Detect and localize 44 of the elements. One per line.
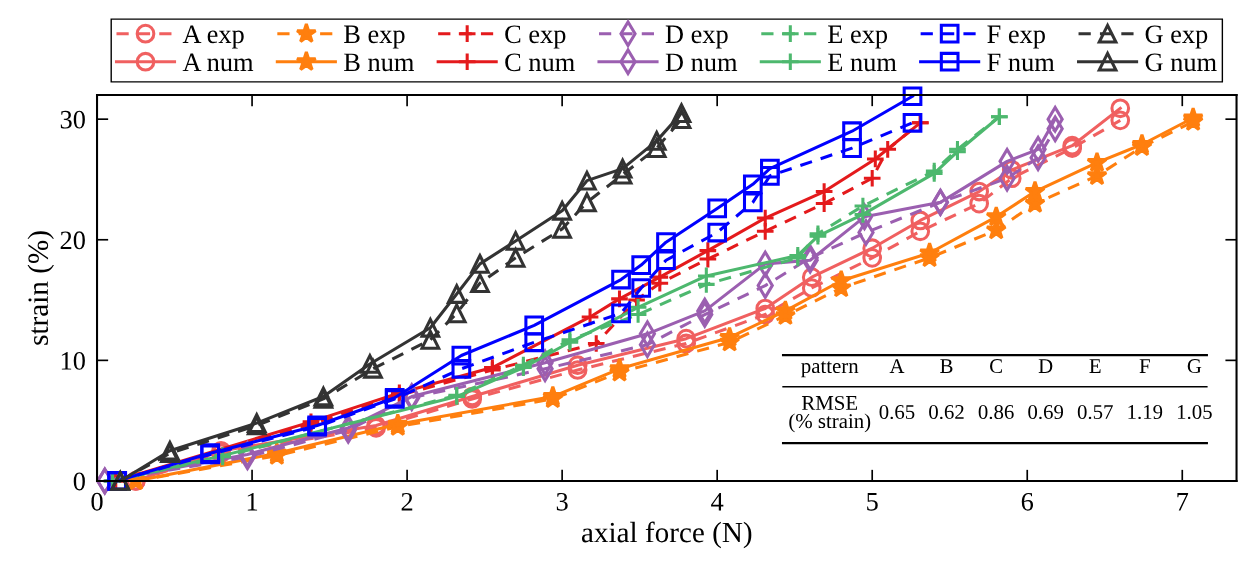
x-tick-label: 7 bbox=[1177, 493, 1189, 511]
annotation: RMSE (% strain) bbox=[789, 395, 871, 433]
legend-label: F num bbox=[987, 53, 1055, 72]
annotation: B bbox=[940, 359, 953, 373]
x-tick-label: 6 bbox=[1021, 492, 1034, 511]
annotation: pattern bbox=[801, 361, 859, 378]
x-tick-label: 2 bbox=[401, 492, 413, 511]
y-tick-label: 30 bbox=[60, 110, 85, 129]
y-tick-label: 0 bbox=[73, 472, 85, 491]
legend-label: C exp bbox=[505, 25, 566, 49]
legend-label: A exp bbox=[182, 25, 244, 49]
annotation: 1.05 bbox=[1177, 404, 1212, 420]
legend-label: D exp bbox=[665, 25, 728, 49]
annotation: 0.65 bbox=[879, 404, 915, 420]
legend-label: D num bbox=[665, 53, 738, 72]
annotation: 0.86 bbox=[978, 404, 1014, 420]
annotation: F bbox=[1139, 359, 1150, 373]
annotation: 0.69 bbox=[1028, 404, 1064, 420]
annotation: E bbox=[1089, 359, 1101, 373]
legend-label: C num bbox=[505, 53, 575, 72]
annotation: C bbox=[990, 359, 1002, 374]
y-axis-title: strain (%) bbox=[27, 231, 54, 345]
x-tick-label: 5 bbox=[867, 493, 878, 511]
annotation: 0.57 bbox=[1077, 404, 1113, 420]
legend-label: F exp bbox=[987, 25, 1045, 49]
annotation: 0.62 bbox=[929, 404, 964, 420]
annotation: D bbox=[1038, 359, 1053, 373]
y-tick-label: 10 bbox=[61, 351, 85, 370]
legend-label: G num bbox=[1145, 53, 1217, 72]
annotation: A bbox=[889, 359, 905, 373]
legend-label: B exp bbox=[344, 25, 405, 49]
x-tick-label: 3 bbox=[556, 492, 568, 511]
x-tick-label: 0 bbox=[91, 492, 103, 511]
x-axis-title: axial force (N) bbox=[581, 521, 752, 549]
x-tick-label: 1 bbox=[247, 492, 258, 511]
y-tick-label: 20 bbox=[60, 231, 85, 250]
legend-label: A num bbox=[182, 53, 254, 72]
legend-label: E exp bbox=[828, 25, 888, 49]
x-tick-label: 4 bbox=[711, 493, 724, 511]
legend-label: G exp bbox=[1145, 25, 1208, 49]
legend-label: B num bbox=[344, 53, 414, 72]
legend-label: E num bbox=[828, 53, 897, 72]
annotation: 1.19 bbox=[1128, 405, 1163, 420]
annotation: G bbox=[1187, 359, 1202, 374]
